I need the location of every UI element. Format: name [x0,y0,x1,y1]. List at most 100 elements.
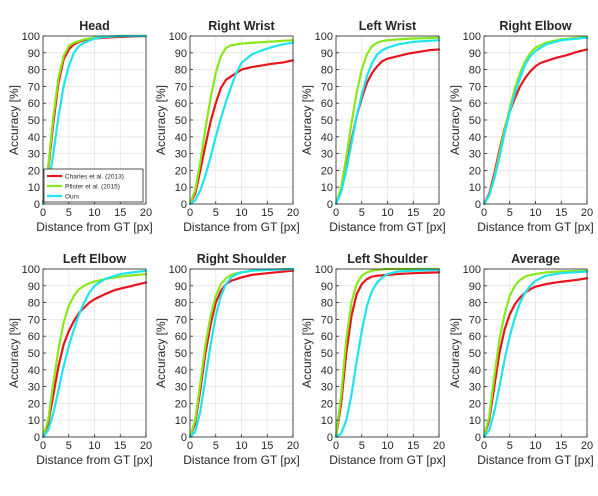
y-tick-label: 100 [463,31,481,43]
y-tick-label: 0 [327,199,333,211]
subplot-title: Left Elbow [63,252,126,266]
x-tick-label: 20 [140,440,152,452]
series-line-charles [334,271,441,439]
y-tick-label: 30 [175,382,187,394]
y-tick-label: 100 [315,31,333,43]
y-tick-label: 70 [28,314,40,326]
subplot-right-wrist: 0 5 10 15 20 0 10 20 30 40 50 60 70 80 90 100 Right Wris… [154,19,300,234]
x-tick-label: 15 [555,440,567,452]
subplot-right-elbow: 0 5 10 15 20 0 10 20 30 40 50 60 70 80 90 100 Right Elbo… [448,19,594,234]
y-axis-label: Accuracy [%] [448,318,462,388]
y-tick-label: 70 [469,81,481,93]
y-tick-label: 20 [28,165,40,177]
x-tick-label: 15 [407,440,419,452]
y-tick-label: 60 [469,331,481,343]
legend-entry: Ours [65,194,80,201]
series-line-ours [334,39,441,206]
y-axis-label: Accuracy [%] [300,318,314,388]
x-axis-label: Distance from GT [px] [477,220,593,234]
y-tick-label: 10 [175,182,187,194]
y-tick-label: 80 [321,298,333,310]
series-line-pfister [482,269,589,439]
subplot-title: Left Shoulder [347,252,428,266]
subplot-title: Right Elbow [499,19,571,33]
y-axis-label: Accuracy [%] [154,85,168,155]
x-axis-label: Distance from GT [px] [329,220,445,234]
y-tick-label: 70 [469,314,481,326]
series-line-ours [482,36,589,206]
y-tick-label: 90 [469,48,481,60]
y-tick-label: 90 [175,48,187,60]
y-axis-label: Accuracy [%] [448,85,462,155]
y-tick-label: 10 [321,415,333,427]
y-tick-label: 70 [175,81,187,93]
subplot-title: Right Shoulder [197,252,287,266]
y-axis-label: Accuracy [%] [154,318,168,388]
y-tick-label: 20 [469,165,481,177]
y-tick-label: 100 [22,31,40,43]
y-tick-label: 30 [28,382,40,394]
y-tick-label: 60 [469,98,481,110]
y-tick-label: 100 [169,31,187,43]
y-tick-label: 60 [175,331,187,343]
y-tick-label: 50 [175,115,187,127]
y-tick-label: 90 [321,281,333,293]
x-axis-label: Distance from GT [px] [183,220,299,234]
y-tick-label: 90 [175,281,187,293]
x-tick-label: 10 [381,440,393,452]
x-axis-label: Distance from GT [px] [183,453,299,467]
x-tick-label: 15 [261,440,273,452]
x-tick-label: 15 [407,207,419,219]
y-tick-label: 40 [321,132,333,144]
y-tick-label: 20 [175,165,187,177]
y-tick-label: 60 [321,98,333,110]
series-line-ours [188,41,295,206]
y-tick-label: 30 [175,149,187,161]
subplot-title: Left Wrist [359,19,417,33]
y-tick-label: 100 [169,264,187,276]
y-tick-label: 30 [321,382,333,394]
series-line-ours [334,268,441,439]
x-tick-label: 5 [213,207,219,219]
y-tick-label: 90 [469,281,481,293]
y-tick-label: 60 [28,331,40,343]
x-axis-label: Distance from GT [px] [36,453,152,467]
x-tick-label: 0 [333,207,339,219]
subplot-head: 0 5 10 15 20 0 10 20 30 40 50 60 70 80 90 100 Head Distan… [7,19,153,234]
y-tick-label: 0 [475,199,481,211]
y-tick-label: 50 [175,348,187,360]
y-tick-label: 80 [469,65,481,77]
y-tick-label: 100 [315,264,333,276]
x-tick-label: 20 [433,440,445,452]
x-tick-label: 20 [433,207,445,219]
x-tick-label: 10 [235,207,247,219]
legend-entry: Charles et al. (2013) [65,174,124,181]
subplot-title: Head [79,19,110,33]
x-tick-label: 5 [66,440,72,452]
y-tick-label: 90 [28,281,40,293]
y-tick-label: 40 [321,365,333,377]
y-tick-label: 60 [321,331,333,343]
y-tick-label: 40 [28,132,40,144]
y-tick-label: 50 [469,348,481,360]
y-tick-label: 60 [175,98,187,110]
x-tick-label: 15 [261,207,273,219]
x-tick-label: 0 [40,440,46,452]
subplot-title: Average [511,252,560,266]
y-tick-label: 50 [321,348,333,360]
subplot-right-shoulder: 0 5 10 15 20 0 10 20 30 40 50 60 70 80 90 100 Right Shou… [154,252,300,467]
y-tick-label: 70 [28,81,40,93]
x-tick-label: 10 [88,207,100,219]
y-tick-label: 60 [28,98,40,110]
y-tick-label: 30 [469,382,481,394]
series-line-pfister [188,39,295,206]
y-tick-label: 50 [28,348,40,360]
y-tick-label: 10 [321,182,333,194]
y-tick-label: 20 [321,398,333,410]
y-tick-label: 30 [321,149,333,161]
subplot-average: 0 5 10 15 20 0 10 20 30 40 50 60 70 80 90 100 Average Dis… [448,252,594,467]
y-tick-label: 30 [28,149,40,161]
y-tick-label: 50 [469,115,481,127]
series-line-ours [41,269,148,439]
